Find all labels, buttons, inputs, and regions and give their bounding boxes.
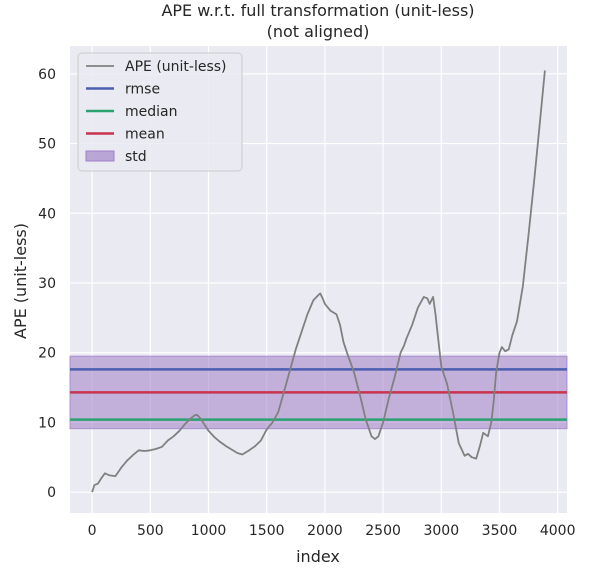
legend-box — [77, 52, 243, 172]
x-tick-label: 0 — [88, 523, 97, 539]
ape-series-line — [91, 70, 546, 493]
y-axis: 0 10 20 30 40 50 60 — [38, 67, 56, 501]
chart-subtitle: (not aligned) — [267, 22, 370, 41]
x-tick-label: 500 — [137, 523, 164, 539]
x-tick-label: 1000 — [191, 523, 227, 539]
y-axis-label: APE (unit-less) — [11, 223, 30, 339]
x-axis-label: index — [296, 547, 340, 566]
chart-title: APE w.r.t. full transformation (unit-les… — [161, 1, 474, 20]
x-tick-label: 3000 — [423, 523, 459, 539]
y-tick-label: 0 — [47, 485, 56, 501]
x-tick-label: 4000 — [540, 523, 576, 539]
x-tick-label: 1500 — [249, 523, 285, 539]
legend: APE (unit-less) rmse median mean std — [77, 52, 243, 172]
x-tick-label: 2000 — [307, 523, 343, 539]
legend-label: median — [125, 104, 177, 120]
y-tick-label: 10 — [38, 415, 56, 431]
y-tick-label: 30 — [38, 276, 56, 292]
legend-swatch — [85, 150, 115, 162]
legend-label: std — [125, 149, 147, 165]
legend-label: rmse — [125, 82, 160, 98]
legend-label: APE (unit-less) — [125, 59, 227, 75]
x-tick-label: 3500 — [482, 523, 518, 539]
x-tick-label: 2500 — [365, 523, 401, 539]
y-tick-label: 20 — [38, 346, 56, 362]
y-tick-label: 50 — [38, 137, 56, 153]
legend-label: mean — [125, 127, 165, 143]
y-tick-label: 60 — [38, 67, 56, 83]
x-axis: 0 500 1000 1500 2000 2500 3000 3500 4000 — [88, 523, 576, 539]
y-tick-label: 40 — [38, 206, 56, 222]
